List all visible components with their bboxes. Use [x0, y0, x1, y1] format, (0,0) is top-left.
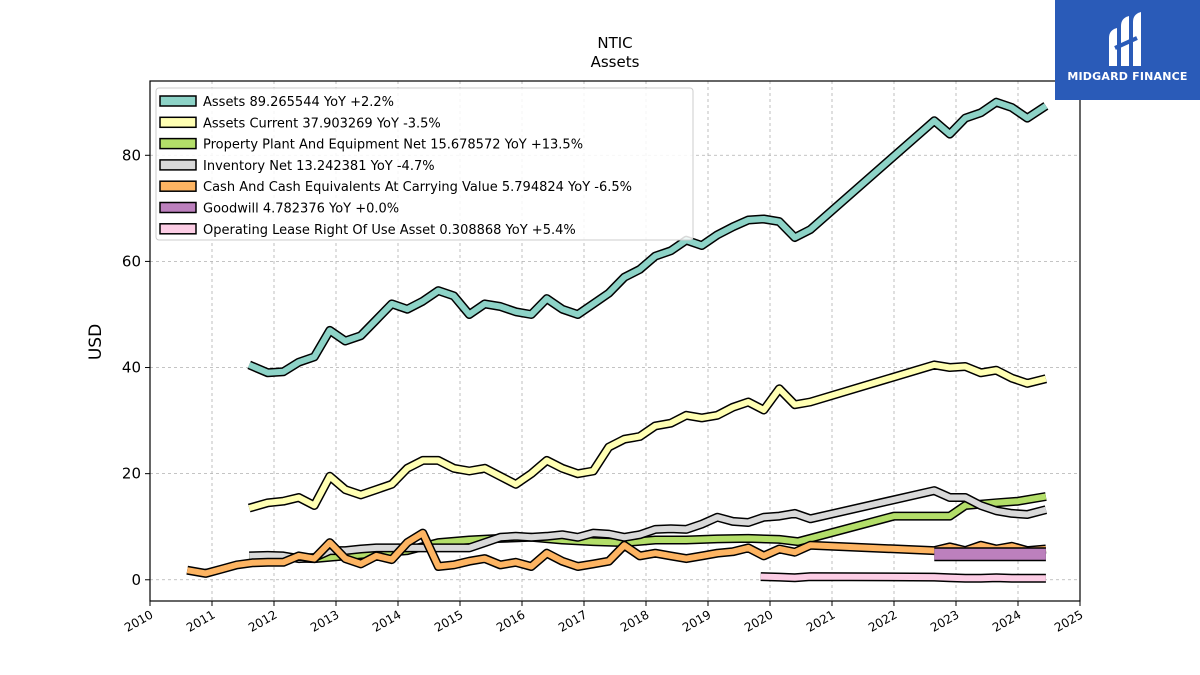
- series-line-operating-lease-right-of-use-asset: [760, 573, 1046, 582]
- brand-logo: MIDGARD FINANCE: [1055, 0, 1200, 100]
- x-tick-label: 2011: [184, 607, 217, 634]
- legend-label: Property Plant And Equipment Net 15.6785…: [203, 138, 583, 153]
- chart-title: NTIC: [597, 34, 632, 52]
- x-tick-label: 2024: [990, 607, 1023, 634]
- y-axis-label: USD: [86, 324, 106, 360]
- series-line-cash-and-cash-equivalents-at-carrying-value: [186, 530, 1047, 577]
- series-line-assets-current: [248, 361, 1047, 511]
- plot-frame: [149, 80, 1081, 602]
- chart-subtitle: Assets: [591, 53, 640, 71]
- x-tick-label: 2019: [680, 607, 713, 634]
- y-tick-label: 80: [122, 146, 141, 164]
- x-tick-label: 2022: [866, 607, 899, 634]
- x-tick-label: 2016: [494, 607, 527, 634]
- series-outline-assets-current: [247, 360, 1048, 513]
- y-tick-label: 20: [122, 465, 141, 483]
- series-line-inventory-net: [249, 487, 1047, 562]
- legend: Assets 89.265544 YoY +2.2% Assets Current…: [155, 87, 694, 241]
- x-tick-label: 2017: [556, 607, 589, 634]
- legend-label: Assets 89.265544 YoY +2.2%: [203, 95, 394, 110]
- series-group: [186, 97, 1049, 583]
- legend-label: Cash And Cash Equivalents At Carrying Va…: [203, 180, 632, 195]
- y-tick-label: 0: [131, 571, 141, 589]
- legend-swatch: [159, 95, 197, 107]
- x-tick-label: 2014: [370, 607, 403, 634]
- y-tick-label: 40: [122, 359, 141, 377]
- x-tick-label: 2015: [432, 607, 465, 634]
- legend-label: Inventory Net 13.242381 YoY -4.7%: [203, 159, 435, 174]
- legend-swatch: [159, 201, 197, 214]
- legend-swatch: [159, 223, 197, 235]
- x-tick-label: 2021: [804, 607, 837, 634]
- x-tick-label: 2025: [1052, 607, 1085, 634]
- y-tick-label: 60: [122, 252, 141, 270]
- legend-swatch: [159, 116, 197, 129]
- x-tick-label: 2018: [618, 607, 651, 634]
- x-tick-label: 2010: [122, 607, 155, 634]
- x-tick-label: 2013: [308, 607, 341, 634]
- legend-label: Operating Lease Right Of Use Asset 0.308…: [203, 223, 576, 238]
- legend-swatch: [159, 137, 197, 150]
- brand-name: MIDGARD FINANCE: [1067, 70, 1188, 83]
- legend-box: [155, 87, 694, 241]
- legend-swatch: [159, 159, 197, 171]
- legend-label: Assets Current 37.903269 YoY -3.5%: [203, 116, 441, 131]
- midgard-logo-icon: [1109, 12, 1141, 66]
- legend-swatch: [159, 180, 197, 192]
- series-line-assets: [248, 99, 1048, 376]
- x-tick-label: 2020: [742, 607, 775, 634]
- legend-label: Goodwill 4.782376 YoY +0.0%: [203, 202, 399, 217]
- x-tick-label: 2023: [928, 607, 961, 634]
- x-tick-label: 2012: [246, 607, 279, 634]
